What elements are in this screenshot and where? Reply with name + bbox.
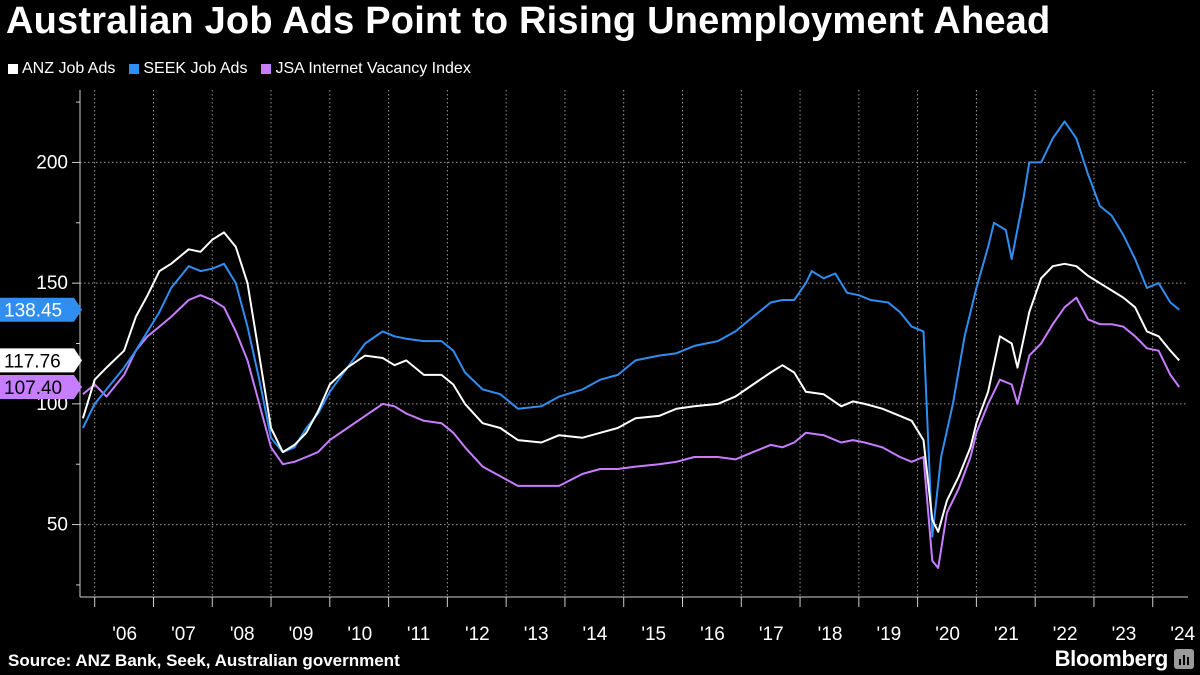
legend-label-anz: ANZ Job Ads [22,60,116,77]
legend: ANZ Job Ads SEEK Job Ads JSA Internet Va… [8,60,471,78]
x-tick-label: '07 [171,624,196,645]
x-tick-label: '11 [407,624,430,645]
x-tick-label: '23 [1112,624,1137,645]
series-line-anz [81,231,1180,533]
x-tick-label: '24 [1170,624,1195,645]
x-tick-label: '20 [935,624,960,645]
y-tick-label: 100 [36,394,68,415]
series-line-jsa [82,294,1181,569]
legend-item-seek: SEEK Job Ads [129,60,247,78]
legend-label-seek: SEEK Job Ads [143,60,248,77]
legend-label-jsa: JSA Internet Vacancy Index [275,60,471,77]
value-tag-seek: 138.45 [0,297,82,322]
value-tag-anz: 117.76 [0,348,82,373]
value-tag-anz-text: 117.76 [4,351,61,372]
legend-swatch-anz [8,64,18,74]
legend-swatch-seek [129,64,140,74]
value-tag-anz-bg [0,348,82,373]
y-tick-label: 200 [36,152,68,173]
value-tag-seek-text: 138.45 [4,301,62,322]
x-tick-label: '17 [759,624,784,645]
value-tag-jsa-bg [0,374,82,399]
x-tick-label: '13 [524,624,549,645]
chart-title: Australian Job Ads Point to Rising Unemp… [6,0,1051,42]
value-tag-seek-bg [0,297,82,322]
x-tick-label: '16 [700,624,725,645]
x-tick-label: '06 [112,624,137,645]
bloomberg-terminal-icon [1174,649,1194,669]
series-line-seek [82,120,1180,538]
x-tick-label: '08 [230,624,255,645]
x-tick-label: '21 [994,624,1019,645]
x-tick-label: '18 [818,624,843,645]
legend-swatch-jsa [261,64,272,74]
x-tick-label: '12 [465,624,490,645]
x-tick-label: '19 [876,624,901,645]
x-tick-label: '09 [289,624,314,645]
x-tick-label: '10 [347,624,372,645]
source-note: Source: ANZ Bank, Seek, Australian gover… [8,651,400,670]
value-tag-jsa: 107.40 [0,374,82,399]
x-tick-label: '14 [583,624,608,645]
y-tick-label: 150 [36,273,68,294]
value-tag-jsa-text: 107.40 [4,378,62,399]
legend-item-anz: ANZ Job Ads [8,60,115,78]
legend-item-jsa: JSA Internet Vacancy Index [261,60,471,78]
y-tick-label: 50 [47,515,68,536]
bloomberg-logo: Bloomberg [1054,646,1169,671]
x-tick-label: '22 [1053,624,1078,645]
x-tick-label: '15 [641,624,666,645]
